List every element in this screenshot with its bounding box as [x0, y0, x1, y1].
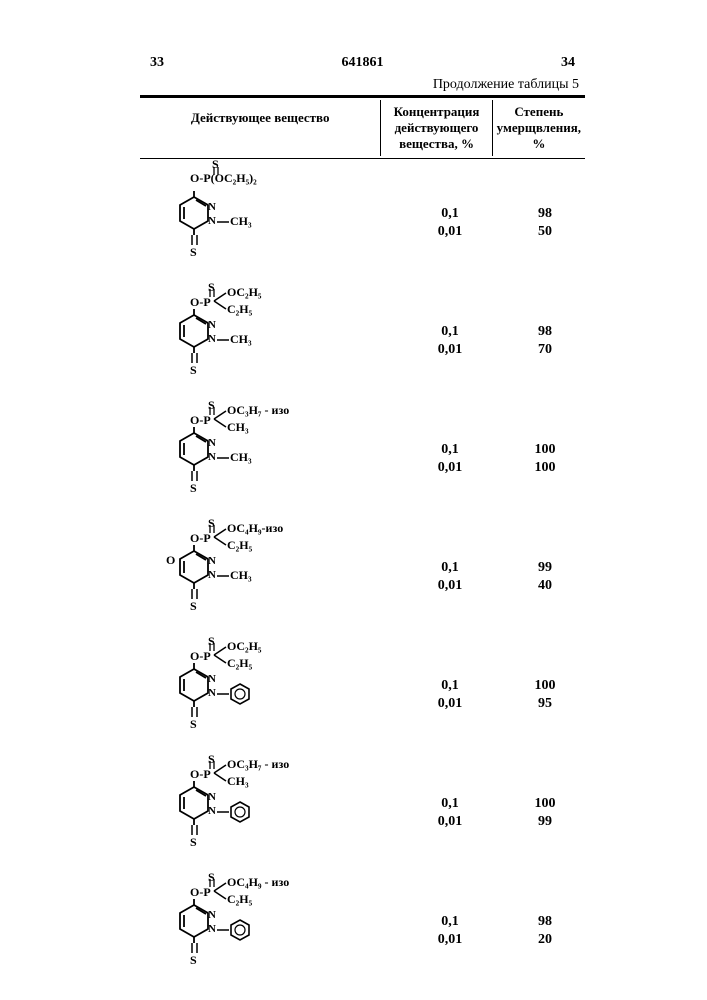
table-row: O-PSOC₄H₉-изоC₂H₅ NNCH₃OS0,10,019940 [140, 517, 585, 635]
chem-r2: C₂H₅ [227, 656, 252, 671]
phenyl-ring [229, 683, 249, 703]
chem-r2: C₂H₅ [227, 892, 252, 907]
concentration-values: 0,10,01 [400, 677, 500, 713]
chemical-structure: O-P(OC₂H₅)₂S NNCH₃S [130, 163, 380, 281]
chem-nsub: CH₃ [230, 450, 252, 465]
chem-N2: N [208, 333, 216, 345]
table-continuation: Продолжение таблицы 5 [140, 77, 585, 93]
table-row: O-PSOC₂H₅C₂H₅ NN S0,10,0110095 [140, 635, 585, 753]
table-row: O-P(OC₂H₅)₂S NNCH₃S0,10,019850 [140, 163, 585, 281]
chem-N1: N [208, 909, 216, 921]
phenyl-ring [229, 919, 249, 939]
chemical-structure: O-PSOC₃H₇ - изоCH₃ NN S [130, 753, 380, 871]
chem-N1: N [208, 673, 216, 685]
chem-N2: N [208, 805, 216, 817]
header-mortality: Степень умерщвления, % [493, 100, 585, 156]
chem-bottom: S [190, 481, 197, 496]
mortality-values: 9870 [505, 323, 585, 359]
page-num-right: 34 [561, 55, 575, 71]
chemical-structure: O-PSOC₃H₇ - изоCH₃ NNCH₃S [130, 399, 380, 517]
pyridazine-ring [178, 545, 210, 583]
rule-top [140, 95, 585, 98]
mortality-values: 10099 [505, 795, 585, 831]
doc-number: 641861 [164, 55, 561, 71]
chem-N1: N [208, 201, 216, 213]
chemical-structure: O-PSOC₂H₅C₂H₅ NNCH₃S [130, 281, 380, 399]
pyridazine-ring [178, 781, 210, 819]
table-row: O-PSOC₄H₉ - изоC₂H₅ NN S0,10,019820 [140, 871, 585, 989]
chem-bottom: S [190, 245, 197, 260]
chem-nsub: CH₃ [230, 568, 252, 583]
table-body: O-P(OC₂H₅)₂S NNCH₃S0,10,019850O-PSOC₂H₅C… [140, 163, 585, 989]
concentration-values: 0,10,01 [400, 559, 500, 595]
chem-nsub: CH₃ [230, 214, 252, 229]
chem-op: O-P [190, 531, 211, 546]
page-num-left: 33 [150, 55, 164, 71]
chem-op: O-P [190, 649, 211, 664]
page-number-row: 33 641861 34 [140, 55, 585, 71]
chem-r1: OC₃H₇ - изо [227, 757, 289, 772]
chem-N2: N [208, 569, 216, 581]
mortality-values: 10095 [505, 677, 585, 713]
table-row: O-PSOC₃H₇ - изоCH₃ NNCH₃S0,10,01100100 [140, 399, 585, 517]
chem-N1: N [208, 319, 216, 331]
concentration-values: 0,10,01 [400, 205, 500, 241]
chemical-structure: O-PSOC₄H₉ - изоC₂H₅ NN S [130, 871, 380, 989]
chem-bottom: S [190, 835, 197, 850]
chemical-structure: O-PSOC₂H₅C₂H₅ NN S [130, 635, 380, 753]
page-content: 33 641861 34 Продолжение таблицы 5 Дейст… [140, 55, 585, 989]
pyridazine-ring [178, 191, 210, 229]
chem-bottom: S [190, 363, 197, 378]
chem-r2: C₂H₅ [227, 302, 252, 317]
mortality-values: 9820 [505, 913, 585, 949]
chem-op: O-P [190, 413, 211, 428]
chem-op: O-P [190, 885, 211, 900]
chem-N1: N [208, 791, 216, 803]
chemical-structure: O-PSOC₄H₉-изоC₂H₅ NNCH₃OS [130, 517, 380, 635]
table-header: Действующее вещество Концентрация действ… [140, 100, 585, 156]
rule-header-bottom [140, 158, 585, 159]
chem-r2: CH₃ [227, 774, 249, 789]
chem-N2: N [208, 215, 216, 227]
chem-N2: N [208, 923, 216, 935]
concentration-values: 0,10,01 [400, 323, 500, 359]
pyridazine-ring [178, 663, 210, 701]
chem-bottom: S [190, 717, 197, 732]
phenyl-ring [229, 801, 249, 821]
chem-r1: OC₃H₇ - изо [227, 403, 289, 418]
chem-nsub: CH₃ [230, 332, 252, 347]
header-substance: Действующее вещество [140, 100, 381, 156]
chem-r2: CH₃ [227, 420, 249, 435]
chem-bottom: S [190, 599, 197, 614]
chem-N1: N [208, 437, 216, 449]
chem-N2: N [208, 451, 216, 463]
chem-o: O [166, 553, 175, 568]
pyridazine-ring [178, 309, 210, 347]
chem-top: O-P(OC₂H₅)₂ [190, 171, 257, 186]
chem-N2: N [208, 687, 216, 699]
chem-bottom: S [190, 953, 197, 968]
chem-r1: OC₂H₅ [227, 639, 262, 654]
table-row: O-PSOC₂H₅C₂H₅ NNCH₃S0,10,019870 [140, 281, 585, 399]
chem-op: O-P [190, 295, 211, 310]
chem-N1: N [208, 555, 216, 567]
header-concentration: Концентрация действующего вещества, % [381, 100, 492, 156]
mortality-values: 100100 [505, 441, 585, 477]
concentration-values: 0,10,01 [400, 441, 500, 477]
concentration-values: 0,10,01 [400, 913, 500, 949]
chem-r1: OC₄H₉-изо [227, 521, 283, 536]
chem-r1: OC₂H₅ [227, 285, 262, 300]
mortality-values: 9850 [505, 205, 585, 241]
concentration-values: 0,10,01 [400, 795, 500, 831]
mortality-values: 9940 [505, 559, 585, 595]
chem-r2: C₂H₅ [227, 538, 252, 553]
pyridazine-ring [178, 899, 210, 937]
pyridazine-ring [178, 427, 210, 465]
chem-op: O-P [190, 767, 211, 782]
table-row: O-PSOC₃H₇ - изоCH₃ NN S0,10,0110099 [140, 753, 585, 871]
chem-r1: OC₄H₉ - изо [227, 875, 289, 890]
